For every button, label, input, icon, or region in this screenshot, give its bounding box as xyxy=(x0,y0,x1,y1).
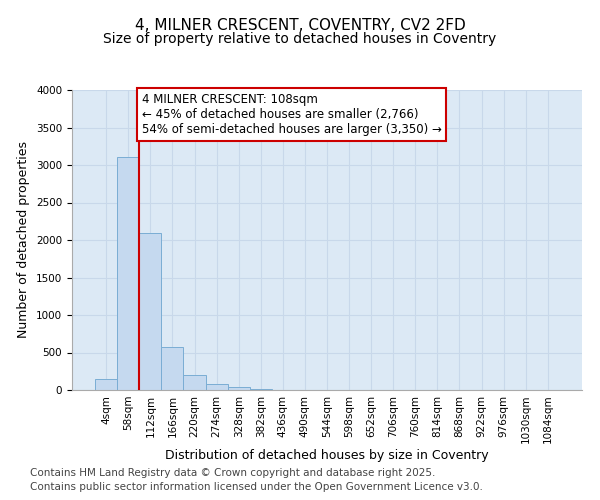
Bar xyxy=(227,388,250,390)
Bar xyxy=(250,389,272,390)
Bar xyxy=(206,384,227,390)
Text: 4, MILNER CRESCENT, COVENTRY, CV2 2FD: 4, MILNER CRESCENT, COVENTRY, CV2 2FD xyxy=(134,18,466,32)
Bar xyxy=(161,346,184,390)
Bar xyxy=(139,233,161,390)
Y-axis label: Number of detached properties: Number of detached properties xyxy=(17,142,31,338)
Bar xyxy=(95,379,117,390)
Text: 4 MILNER CRESCENT: 108sqm
← 45% of detached houses are smaller (2,766)
54% of se: 4 MILNER CRESCENT: 108sqm ← 45% of detac… xyxy=(142,93,442,136)
Bar xyxy=(117,157,139,390)
X-axis label: Distribution of detached houses by size in Coventry: Distribution of detached houses by size … xyxy=(165,449,489,462)
Text: Size of property relative to detached houses in Coventry: Size of property relative to detached ho… xyxy=(103,32,497,46)
Bar xyxy=(184,374,206,390)
Text: Contains public sector information licensed under the Open Government Licence v3: Contains public sector information licen… xyxy=(30,482,483,492)
Text: Contains HM Land Registry data © Crown copyright and database right 2025.: Contains HM Land Registry data © Crown c… xyxy=(30,468,436,477)
